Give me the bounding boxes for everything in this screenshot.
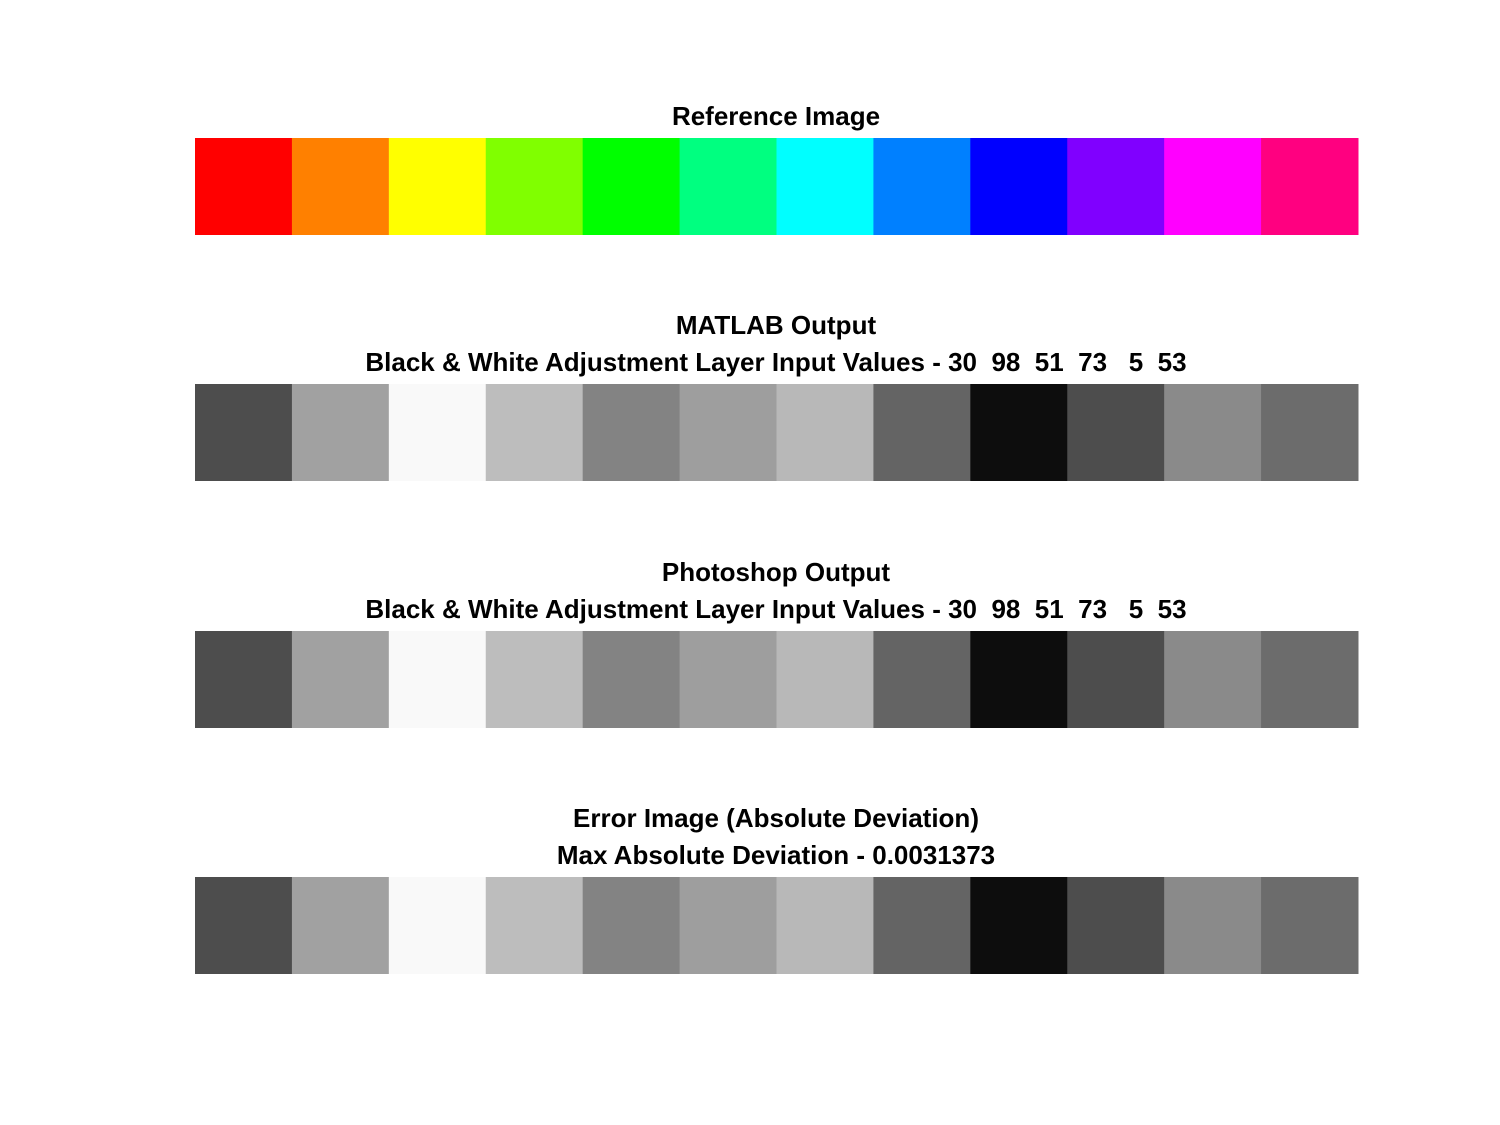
swatch [970, 384, 1068, 481]
swatch [970, 631, 1068, 728]
swatch [873, 631, 971, 728]
swatch [291, 384, 390, 481]
swatch [679, 631, 777, 728]
swatch [1261, 138, 1359, 235]
swatch [776, 877, 874, 974]
swatch [388, 631, 487, 728]
swatch [1164, 384, 1262, 481]
swatch [485, 384, 584, 481]
swatch [485, 877, 584, 974]
swatch [582, 877, 681, 974]
swatch [485, 138, 584, 235]
swatch [582, 138, 681, 235]
panel-title: Black & White Adjustment Layer Input Val… [365, 347, 1186, 377]
swatch [1164, 631, 1262, 728]
swatch [582, 384, 681, 481]
swatch [776, 384, 874, 481]
swatch [388, 384, 487, 481]
swatch [1261, 384, 1359, 481]
swatch [1067, 138, 1165, 235]
swatch [195, 631, 293, 728]
swatch [195, 138, 293, 235]
swatch [291, 631, 390, 728]
swatch [776, 631, 874, 728]
swatch [485, 631, 584, 728]
swatch [1067, 384, 1165, 481]
swatch [873, 138, 971, 235]
swatch [970, 877, 1068, 974]
swatch [679, 877, 777, 974]
swatch [195, 877, 293, 974]
panel-title: Max Absolute Deviation - 0.0031373 [557, 840, 995, 870]
swatch [679, 138, 777, 235]
swatch [195, 384, 293, 481]
swatch [679, 384, 777, 481]
swatch [1261, 631, 1359, 728]
panel-title: Photoshop Output [662, 557, 891, 587]
swatch [970, 138, 1068, 235]
swatch [291, 877, 390, 974]
swatch [388, 138, 487, 235]
swatch [388, 877, 487, 974]
swatch [1067, 877, 1165, 974]
swatch [873, 877, 971, 974]
swatch [1164, 138, 1262, 235]
panel-title: MATLAB Output [676, 310, 877, 340]
panel-title: Black & White Adjustment Layer Input Val… [365, 594, 1186, 624]
panel-title: Reference Image [672, 101, 880, 131]
panel-title: Error Image (Absolute Deviation) [573, 803, 979, 833]
swatch [1067, 631, 1165, 728]
swatch [776, 138, 874, 235]
swatch [582, 631, 681, 728]
swatch [1261, 877, 1359, 974]
swatch [291, 138, 390, 235]
swatch [1164, 877, 1262, 974]
swatch [873, 384, 971, 481]
